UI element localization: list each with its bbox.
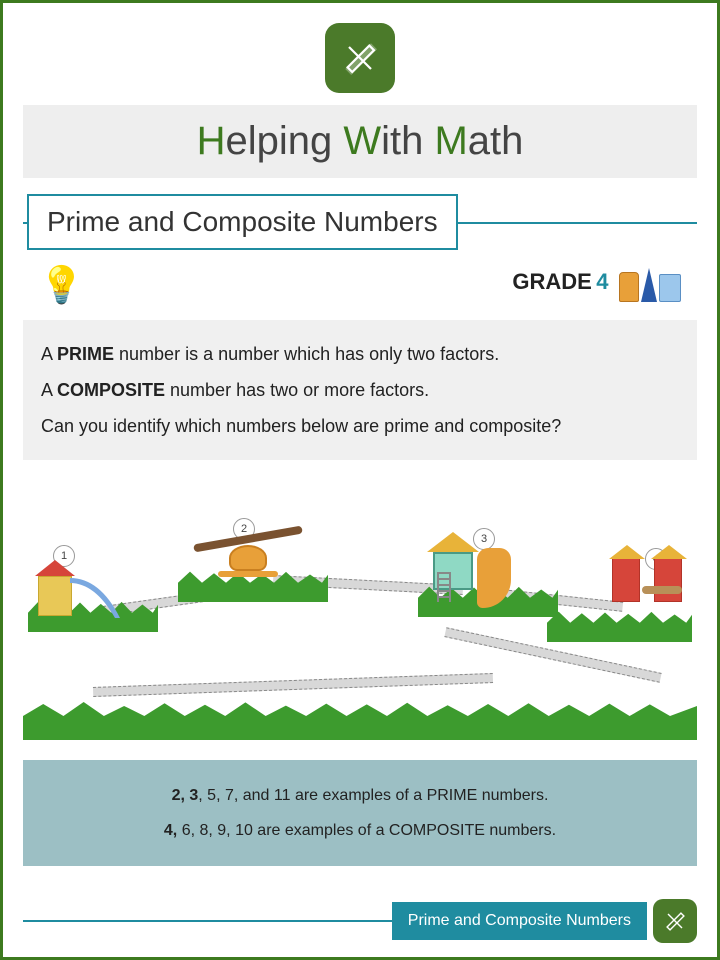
seesaw-icon bbox=[193, 535, 303, 577]
definition-composite: A COMPOSITE number has two or more facto… bbox=[41, 372, 679, 408]
tower-slide-icon bbox=[433, 532, 479, 590]
answer-box: 2, 3, 5, 7, and 11 are examples of a PRI… bbox=[23, 760, 697, 866]
grade-number: 4 bbox=[596, 269, 608, 294]
castle-icon bbox=[612, 558, 682, 602]
footer-logo-icon bbox=[653, 899, 697, 943]
slide-icon bbox=[65, 578, 115, 618]
info-box: A PRIME number is a number which has onl… bbox=[23, 320, 697, 460]
prime-examples: 2, 3, 5, 7, and 11 are examples of a PRI… bbox=[41, 778, 679, 813]
title-cap-h: H bbox=[197, 119, 226, 163]
footer-label: Prime and Composite Numbers bbox=[392, 902, 647, 940]
topic-row: Prime and Composite Numbers bbox=[23, 194, 697, 250]
title-rest: ath bbox=[468, 119, 524, 163]
logo-icon bbox=[325, 23, 395, 93]
page-title: Helping With Math bbox=[23, 105, 697, 178]
footer: Prime and Composite Numbers bbox=[23, 899, 697, 943]
grade-text: GRADE bbox=[512, 269, 591, 294]
title-cap-w: W bbox=[343, 119, 381, 163]
topic-label: Prime and Composite Numbers bbox=[27, 194, 458, 250]
shapes-icon bbox=[619, 268, 681, 302]
title-rest: elping bbox=[225, 119, 343, 163]
divider bbox=[23, 920, 392, 922]
grade-label: GRADE 4 bbox=[512, 268, 681, 302]
worksheet-page: Helping With Math Prime and Composite Nu… bbox=[0, 0, 720, 960]
question-text: Can you identify which numbers below are… bbox=[41, 408, 679, 444]
playground-illustration: 1 2 3 4 bbox=[23, 480, 697, 740]
title-rest: ith bbox=[381, 119, 434, 163]
title-cap-m: M bbox=[434, 119, 467, 163]
lightbulb-icon: 💡 bbox=[39, 264, 84, 306]
grade-row: 💡 GRADE 4 bbox=[23, 264, 697, 306]
definition-prime: A PRIME number is a number which has onl… bbox=[41, 336, 679, 372]
composite-examples: 4, 6, 8, 9, 10 are examples of a COMPOSI… bbox=[41, 813, 679, 848]
